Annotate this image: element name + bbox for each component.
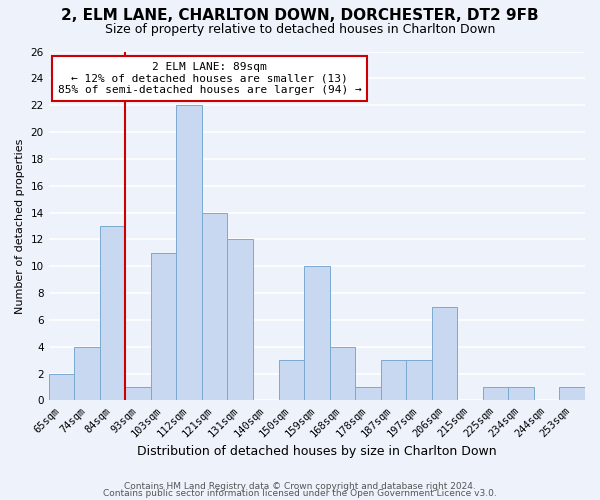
X-axis label: Distribution of detached houses by size in Charlton Down: Distribution of detached houses by size … xyxy=(137,444,497,458)
Bar xyxy=(74,347,100,401)
Bar xyxy=(508,387,534,400)
Y-axis label: Number of detached properties: Number of detached properties xyxy=(15,138,25,314)
Bar xyxy=(100,226,125,400)
Text: 2, ELM LANE, CHARLTON DOWN, DORCHESTER, DT2 9FB: 2, ELM LANE, CHARLTON DOWN, DORCHESTER, … xyxy=(61,8,539,22)
Bar xyxy=(176,105,202,401)
Bar xyxy=(202,212,227,400)
Bar xyxy=(406,360,432,401)
Bar xyxy=(49,374,74,400)
Bar xyxy=(125,387,151,400)
Bar xyxy=(559,387,585,400)
Bar xyxy=(380,360,406,401)
Bar xyxy=(151,253,176,400)
Bar xyxy=(432,306,457,400)
Bar xyxy=(304,266,329,400)
Bar xyxy=(355,387,380,400)
Bar xyxy=(329,347,355,401)
Bar xyxy=(278,360,304,401)
Text: Size of property relative to detached houses in Charlton Down: Size of property relative to detached ho… xyxy=(105,22,495,36)
Text: 2 ELM LANE: 89sqm
← 12% of detached houses are smaller (13)
85% of semi-detached: 2 ELM LANE: 89sqm ← 12% of detached hous… xyxy=(58,62,361,95)
Text: Contains HM Land Registry data © Crown copyright and database right 2024.: Contains HM Land Registry data © Crown c… xyxy=(124,482,476,491)
Bar xyxy=(227,240,253,400)
Bar xyxy=(483,387,508,400)
Text: Contains public sector information licensed under the Open Government Licence v3: Contains public sector information licen… xyxy=(103,490,497,498)
